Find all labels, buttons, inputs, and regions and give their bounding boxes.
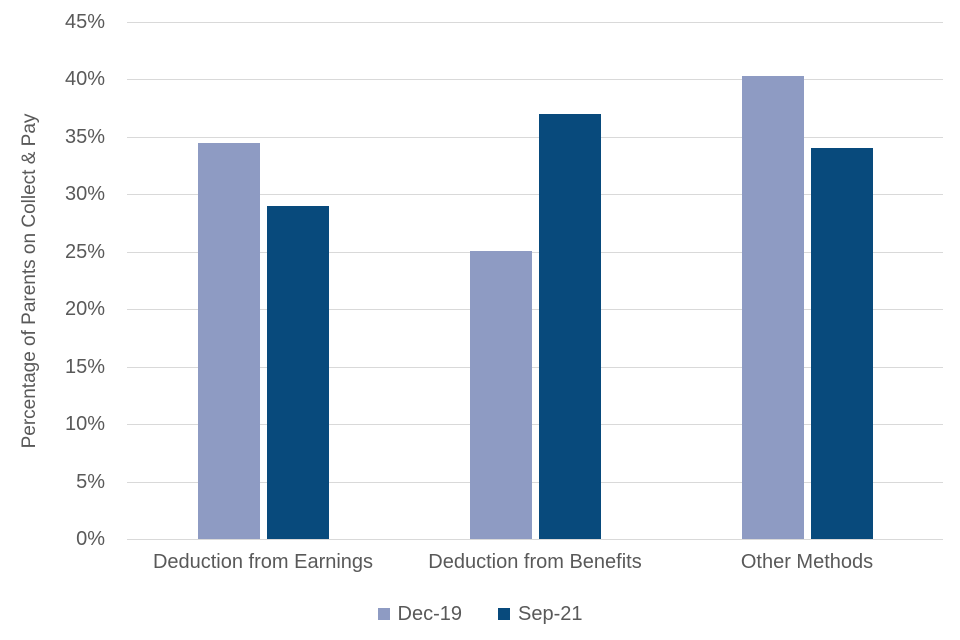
gridline [127,309,943,311]
y-tick-label: 5% [76,470,105,493]
bar-dec-19-deduction-from-earnings [197,142,260,539]
bar-sep-21-deduction-from-earnings [266,205,329,539]
gridline [127,22,943,23]
y-axis-tick-labels: 0% 5% 10% 15% 20% 25% 30% 35% 40% 45% [0,11,105,550]
y-tick-label: 30% [64,183,105,206]
bar-sep-21-other-methods [810,148,873,539]
gridline [127,194,943,196]
gridline [127,481,943,483]
bar-sep-21-deduction-from-benefits [538,113,601,539]
legend-label: Sep-21 [517,603,583,625]
y-tick-label: 15% [64,355,105,378]
plot-area [127,22,943,540]
x-category-label: Deduction from Earnings [152,551,374,573]
x-axis-line [127,539,943,540]
legend-swatch-icon [497,608,510,620]
gridline [127,79,943,81]
x-axis-category-labels: Deduction from Earnings Deduction from Be… [127,550,943,574]
y-tick-label: 0% [76,528,105,550]
y-tick-label: 45% [64,11,105,33]
x-category-label: Deduction from Benefits [428,551,642,573]
legend-swatch-icon [377,608,390,620]
gridline [127,424,943,426]
x-category-label: Other Methods [740,551,874,573]
bar-dec-19-deduction-from-benefits [469,250,532,539]
y-tick-label: 20% [64,298,105,321]
gridline [127,366,943,368]
gridline [127,251,943,253]
legend: Dec-19 Sep-21 [0,602,960,626]
gridline [127,136,943,138]
bar-dec-19-other-methods [741,76,804,539]
legend-item-sep-21: Sep-21 [497,602,583,626]
legend-item-dec-19: Dec-19 [377,602,462,626]
y-tick-label: 35% [64,125,105,148]
y-tick-label: 40% [64,68,105,91]
y-tick-label: 10% [64,413,105,436]
legend-label: Dec-19 [397,603,462,625]
y-tick-label: 25% [64,240,105,263]
